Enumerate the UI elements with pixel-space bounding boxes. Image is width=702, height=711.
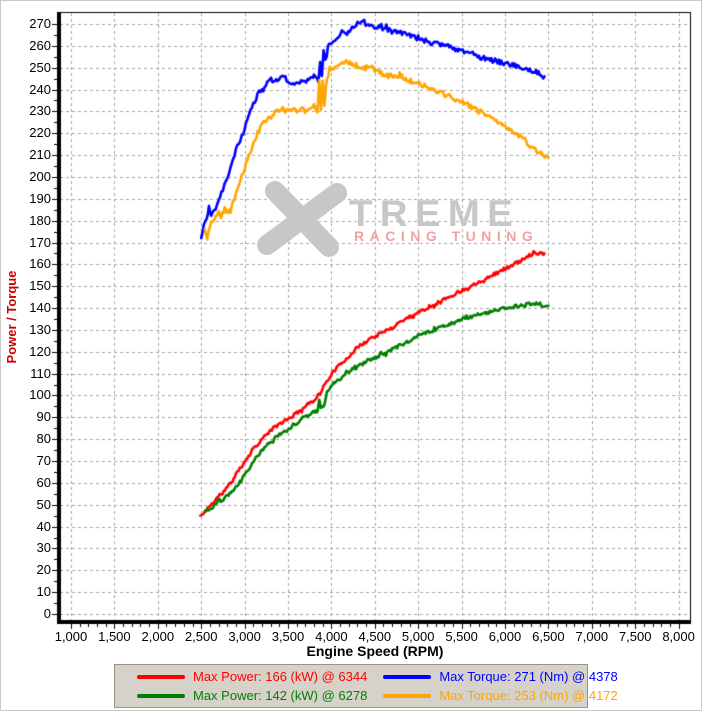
x-tick-label: 6,500 [532,629,565,644]
y-tick-label: 180 [29,212,51,228]
y-tick-label: 30 [36,540,51,556]
legend-line-swatch-blue [383,674,432,679]
legend-entry-power-run1: Max Power: 166 (kW) @ 6344 [121,668,367,685]
y-tick-label: 190 [29,190,51,206]
y-tick-label: 130 [29,321,51,337]
y-tick-label: 60 [36,474,51,490]
x-tick-label: 7,500 [618,629,652,644]
y-tick-label: 20 [36,562,51,578]
y-tick-label: 0 [43,606,51,621]
y-tick-label: 100 [29,387,51,403]
y-tick-label: 40 [36,518,51,534]
y-axis-title: Power / Torque [4,270,19,364]
x-tick-label: 6,000 [488,629,522,644]
y-tick-label: 90 [36,409,51,425]
legend-label-torque-run1: Max Torque: 271 (Nm) @ 4378 [439,669,618,684]
x-tick-label: 4,000 [315,629,348,644]
legend: Max Power: 166 (kW) @ 6344 Max Torque: 2… [114,664,618,708]
x-tick-label: 1,500 [98,629,131,644]
y-tick-label: 80 [36,431,51,447]
legend-line-swatch-orange [383,693,432,698]
x-tick-label: 1,000 [54,629,88,644]
legend-entry-power-run2: Max Power: 142 (kW) @ 6278 [121,687,367,704]
y-tick-label: 70 [36,453,51,469]
y-tick-label: 170 [29,234,51,250]
y-tick-label: 120 [29,343,51,359]
y-tick-label: 140 [29,300,51,316]
y-tick-label: 200 [29,168,51,184]
x-tick-label: 7,000 [575,629,609,644]
y-tick-label: 210 [29,147,51,163]
y-tick-label: 270 [29,15,51,31]
y-tick-label: 50 [36,496,51,512]
y-tick-label: 10 [36,584,51,600]
x-tick-label: 2,500 [184,629,218,644]
legend-label-power-run2: Max Power: 142 (kW) @ 6278 [193,688,368,703]
x-tick-label: 5,000 [401,629,435,644]
y-tick-label: 150 [29,278,51,294]
y-tick-label: 230 [29,103,51,119]
x-axis-title: Engine Speed (RPM) [306,643,444,659]
legend-entry-torque-run2: Max Torque: 253 (Nm) @ 4172 [367,687,618,704]
legend-line-swatch-red [137,674,185,679]
y-tick-label: 110 [30,365,51,381]
x-tick-label: 3,000 [228,629,261,644]
legend-entry-torque-run1: Max Torque: 271 (Nm) @ 4378 [367,668,618,685]
x-tick-label: 5,500 [445,629,478,644]
y-tick-label: 160 [29,256,51,272]
x-tick-label: 2,000 [141,629,175,644]
y-tick-label: 250 [29,59,51,75]
legend-line-swatch-green [137,693,185,698]
x-tick-label: 8,000 [662,629,695,644]
y-tick-label: 240 [29,81,51,97]
y-tick-label: 260 [29,37,51,53]
legend-label-torque-run2: Max Torque: 253 (Nm) @ 4172 [439,688,618,703]
y-tick-label: 220 [29,125,51,141]
x-tick-label: 3,500 [271,629,305,644]
legend-label-power-run1: Max Power: 166 (kW) @ 6344 [193,669,368,684]
x-tick-label: 4,500 [358,629,392,644]
